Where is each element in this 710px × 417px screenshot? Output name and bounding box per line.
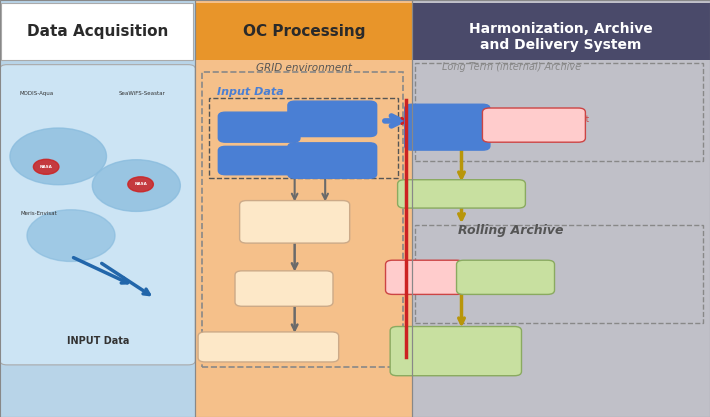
Text: Harmonization: Harmonization [423,189,500,199]
FancyBboxPatch shape [235,271,333,306]
FancyBboxPatch shape [405,104,490,150]
Text: OC Processing: OC Processing [243,24,365,39]
Text: Dissemination:
- FTP or web site
- THREDOS
- MOTU: Dissemination: - FTP or web site - THRED… [420,331,491,371]
Text: - L3 and L4 in HDF format
- JPG and PNG Images: - L3 and L4 in HDF format - JPG and PNG … [479,116,589,135]
Circle shape [33,159,59,174]
Text: L1A (or L0)
SeaWiFS: L1A (or L0) SeaWiFS [305,151,359,170]
FancyBboxPatch shape [195,3,412,60]
FancyBboxPatch shape [288,101,376,137]
FancyBboxPatch shape [386,260,464,294]
Text: MODIS-Aqua: MODIS-Aqua [20,91,54,96]
Text: SeaWiFS-Seastar: SeaWiFS-Seastar [119,91,165,96]
Text: NASA: NASA [134,182,147,186]
FancyBboxPatch shape [483,108,585,142]
Circle shape [10,128,106,185]
FancyBboxPatch shape [1,3,193,60]
FancyBboxPatch shape [457,260,555,294]
Text: Remap
L2 ⇒ L3: Remap L2 ⇒ L3 [268,279,300,298]
Text: NASA: NASA [40,165,53,169]
Text: L3, L4 and images generation: L3, L4 and images generation [204,342,333,352]
Circle shape [128,177,153,192]
Text: OC parameters
generation
L1 ⇒ L2: OC parameters generation L1 ⇒ L2 [262,207,327,237]
Text: L2 Meris: L2 Meris [234,122,284,132]
Text: Harmonization, Archive
and Delivery System: Harmonization, Archive and Delivery Syst… [469,22,652,52]
Text: INPUT Data: INPUT Data [67,336,129,346]
FancyBboxPatch shape [391,327,521,376]
Text: Meris-Envisat: Meris-Envisat [21,211,58,216]
Text: Rolling Archive: Rolling Archive [459,224,564,237]
FancyBboxPatch shape [195,0,412,417]
Text: L3 and L4 in NetCDF
format: L3 and L4 in NetCDF format [462,268,550,287]
Text: GRID environment: GRID environment [256,63,352,73]
FancyBboxPatch shape [398,180,525,208]
Text: Ancillary: Ancillary [234,156,285,166]
FancyBboxPatch shape [219,146,300,175]
Text: Input Data
(L1A, L2,
Ancillary): Input Data (L1A, L2, Ancillary) [422,112,473,142]
FancyBboxPatch shape [198,332,339,362]
FancyBboxPatch shape [412,3,710,60]
Text: L1A (or L0)
MODIS: L1A (or L0) MODIS [305,109,359,128]
FancyBboxPatch shape [412,0,710,417]
Text: JPG and PNG
Images: JPG and PNG Images [398,268,452,287]
Text: Long Term (internal) Archive: Long Term (internal) Archive [442,62,581,72]
Circle shape [27,210,115,261]
Text: Input Data: Input Data [217,87,283,97]
Text: Data Acquisition: Data Acquisition [27,24,169,39]
FancyBboxPatch shape [239,201,349,243]
FancyBboxPatch shape [219,112,300,142]
FancyBboxPatch shape [288,143,376,178]
FancyBboxPatch shape [0,65,195,365]
FancyBboxPatch shape [0,0,195,417]
Circle shape [92,160,180,211]
